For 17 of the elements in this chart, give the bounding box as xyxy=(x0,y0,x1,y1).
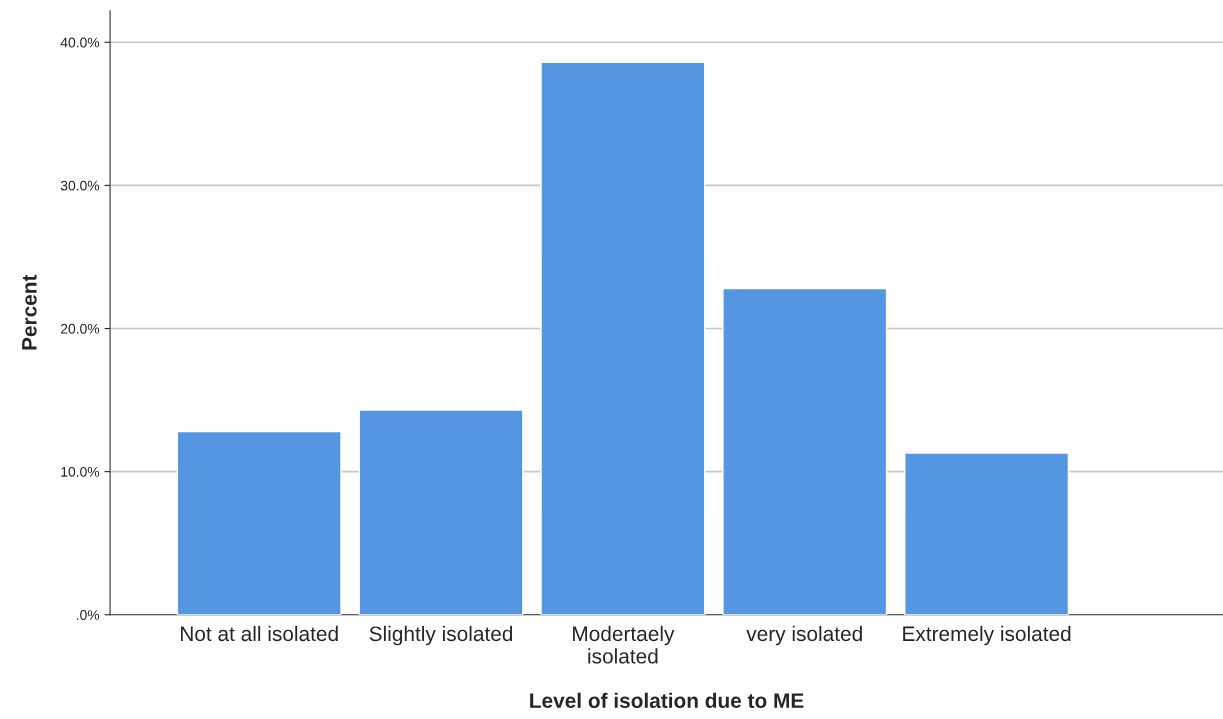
y-tick-label: 20.0% xyxy=(60,323,100,334)
x-tick-label: Modertaely isolated xyxy=(573,625,675,664)
y-tick-label: .0% xyxy=(76,610,100,620)
y-axis-title: Percent xyxy=(22,274,37,350)
x-tick-label: very isolated xyxy=(746,625,862,646)
y-tick-label: 10.0% xyxy=(61,466,100,477)
x-tick-label: Extremely isolated xyxy=(903,625,1071,646)
x-tick-label: Slightly isolated xyxy=(369,625,513,646)
bar xyxy=(540,61,706,615)
bar xyxy=(722,287,888,615)
bar xyxy=(358,409,524,615)
bar xyxy=(904,452,1070,615)
x-tick-label: Not at all isolated xyxy=(181,625,338,642)
y-tick-label: 40.0% xyxy=(60,37,100,48)
bar xyxy=(176,430,342,615)
x-axis-title: Level of isolation due to ME xyxy=(530,692,804,709)
y-tick-label: 30.0% xyxy=(60,180,100,191)
